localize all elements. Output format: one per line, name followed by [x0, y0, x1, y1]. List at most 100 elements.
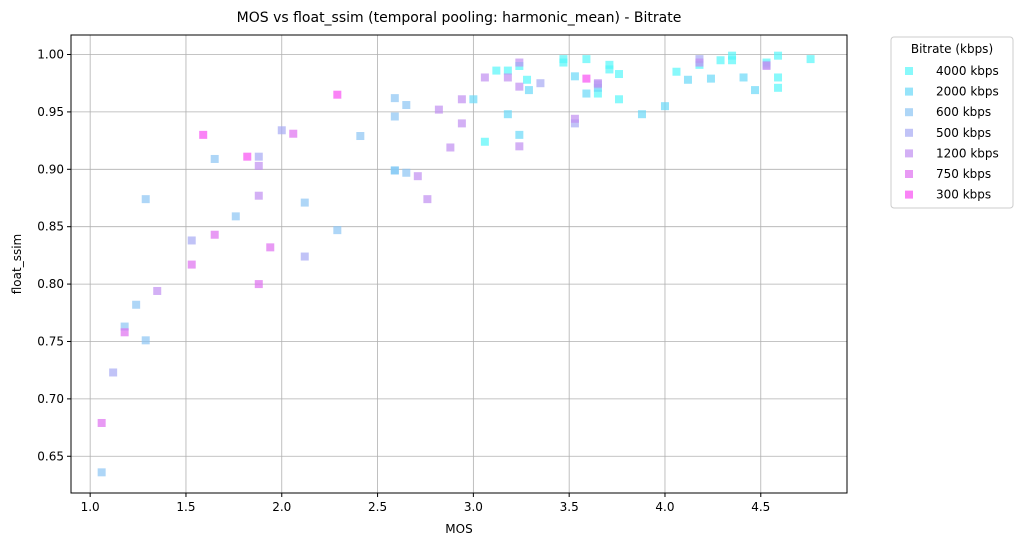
- data-point: [637, 110, 646, 119]
- y-tick-label: 0.75: [37, 334, 64, 348]
- data-point: [570, 119, 579, 128]
- data-point: [153, 286, 162, 295]
- x-axis-title: MOS: [445, 522, 472, 536]
- data-point: [582, 74, 591, 83]
- series-4: [153, 58, 771, 295]
- series-6: [199, 74, 591, 161]
- data-point: [423, 195, 432, 204]
- legend-box: [890, 36, 1014, 209]
- x-tick-label: 2.0: [272, 500, 291, 514]
- data-point: [199, 130, 208, 139]
- data-point: [277, 126, 286, 135]
- data-point: [739, 73, 748, 82]
- data-point: [536, 79, 545, 88]
- legend-label: 600 kbps: [936, 105, 991, 119]
- legend: Bitrate (kbps) 4000 kbps 2000 kbps 600 kbp…: [890, 36, 1014, 209]
- data-point: [480, 73, 489, 82]
- data-point: [109, 368, 118, 377]
- data-point: [254, 152, 263, 161]
- data-point: [605, 65, 614, 74]
- data-point: [614, 70, 623, 79]
- legend-marker: [905, 128, 913, 137]
- data-point: [434, 105, 443, 114]
- legend-marker: [905, 149, 913, 158]
- legend-entry: 600 kbps: [905, 105, 991, 119]
- y-tick-label: 0.80: [37, 277, 64, 291]
- data-point: [333, 226, 342, 235]
- data-point: [716, 56, 725, 65]
- data-point: [469, 95, 478, 104]
- data-point: [582, 55, 591, 64]
- legend-marker: [905, 108, 913, 117]
- data-point: [570, 72, 579, 81]
- data-point: [457, 119, 466, 128]
- legend-marker: [905, 190, 913, 199]
- data-point: [402, 168, 411, 177]
- y-tick-label: 0.95: [37, 105, 64, 119]
- grid-lines: [71, 35, 847, 493]
- data-point: [243, 152, 252, 161]
- data-point: [503, 66, 512, 75]
- data-point: [593, 89, 602, 98]
- data-point: [210, 230, 219, 239]
- data-point: [132, 300, 141, 309]
- data-point: [333, 90, 342, 99]
- legend-entry: 300 kbps: [905, 188, 991, 202]
- x-tick-label: 3.0: [464, 500, 483, 514]
- data-point: [515, 58, 524, 67]
- data-point: [515, 130, 524, 139]
- data-point: [774, 83, 783, 92]
- data-point: [605, 60, 614, 69]
- data-point: [210, 154, 219, 163]
- data-point: [457, 95, 466, 104]
- data-point: [503, 110, 512, 119]
- data-point: [762, 61, 771, 70]
- axis-ticks: 1.0 1.5 2.0 2.5 3.0 3.5 4.0 4.5 0.65 0.70 0.75 0.80…: [37, 48, 770, 514]
- data-point: [515, 142, 524, 151]
- legend-label: 4000 kbps: [936, 64, 999, 78]
- chart-title: MOS vs float_ssim (temporal pooling: har…: [237, 10, 682, 26]
- legend-label: 500 kbps: [936, 126, 991, 140]
- y-axis-title: float_ssim: [10, 234, 24, 295]
- data-point: [120, 322, 129, 331]
- legend-marker: [905, 67, 913, 75]
- data-point: [480, 137, 489, 146]
- legend-entry: 4000 kbps: [905, 64, 999, 78]
- plot-area-frame: [70, 34, 848, 494]
- data-point: [289, 129, 298, 138]
- legend-label: 2000 kbps: [936, 85, 999, 99]
- data-point: [413, 172, 422, 181]
- x-tick-label: 3.5: [560, 500, 579, 514]
- data-point: [492, 66, 501, 75]
- data-point: [231, 212, 240, 221]
- data-point: [806, 55, 815, 64]
- series-2: [97, 94, 411, 477]
- legend-marker: [905, 170, 913, 178]
- data-point: [728, 56, 737, 65]
- data-point: [614, 95, 623, 104]
- series-1: [390, 72, 760, 175]
- x-tick-label: 2.5: [368, 500, 387, 514]
- data-point: [524, 86, 533, 95]
- data-points: [97, 51, 815, 477]
- y-tick-label: 1.00: [37, 48, 64, 62]
- data-point: [120, 328, 129, 337]
- y-tick-label: 0.85: [37, 220, 64, 234]
- data-point: [187, 260, 196, 269]
- legend-label: 750 kbps: [936, 167, 991, 181]
- data-point: [97, 468, 106, 477]
- data-point: [356, 132, 365, 141]
- data-point: [390, 112, 399, 121]
- data-point: [254, 280, 263, 289]
- data-point: [266, 243, 275, 252]
- data-point: [559, 55, 568, 64]
- data-point: [774, 73, 783, 82]
- data-point: [728, 51, 737, 60]
- y-tick-label: 0.90: [37, 162, 64, 176]
- legend-entry: 2000 kbps: [905, 85, 999, 99]
- legend-label: 300 kbps: [936, 188, 991, 202]
- data-point: [300, 198, 309, 207]
- data-point: [141, 195, 150, 204]
